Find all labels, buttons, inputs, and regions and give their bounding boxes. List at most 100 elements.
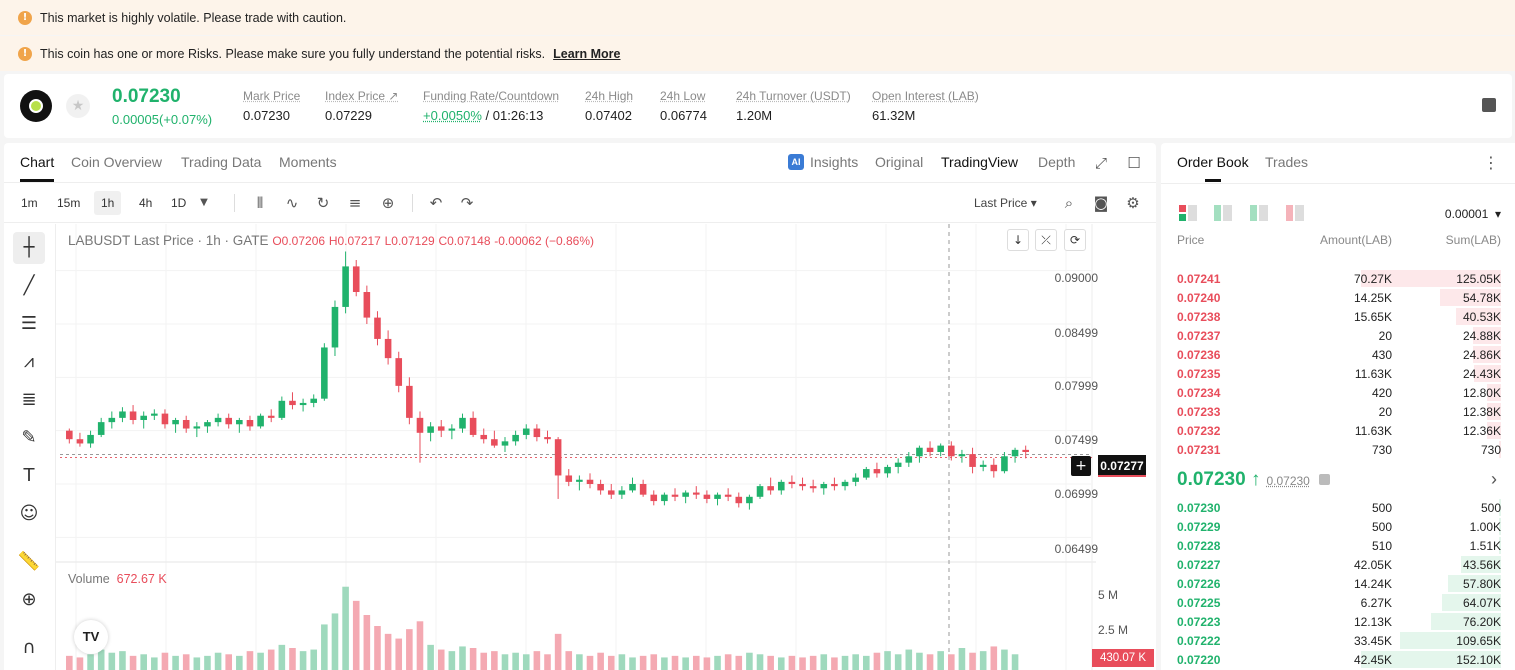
volume-bar xyxy=(437,649,445,670)
tab-trading-data[interactable]: Trading Data xyxy=(181,154,262,170)
ask-row[interactable]: 0.07241 70.27K 125.05K xyxy=(1161,269,1515,288)
bid-row[interactable]: 0.07229 500 1.00K xyxy=(1161,517,1515,536)
camera-icon[interactable]: ◙ xyxy=(1093,194,1109,212)
volatility-banner: ! This market is highly volatile. Please… xyxy=(0,0,1515,35)
ask-row[interactable]: 0.07237 20 24.88K xyxy=(1161,326,1515,345)
row-price: 0.07237 xyxy=(1177,329,1221,343)
bid-row[interactable]: 0.07225 6.27K 64.07K xyxy=(1161,593,1515,612)
tab-chart[interactable]: Chart xyxy=(12,154,62,182)
candlestick-chart[interactable] xyxy=(56,224,1156,670)
text-icon[interactable]: T xyxy=(23,465,35,486)
tab-moments[interactable]: Moments xyxy=(279,154,337,170)
redo-icon[interactable]: ↷ xyxy=(460,194,474,212)
warning-icon: ! xyxy=(18,46,32,61)
layout-both-icon[interactable] xyxy=(1179,205,1197,221)
bid-row[interactable]: 0.07223 12.13K 76.20K xyxy=(1161,612,1515,631)
shrink-icon[interactable]: ⤫ xyxy=(1035,229,1057,251)
tab-order-book[interactable]: Order Book xyxy=(1177,154,1249,182)
stat-index-price[interactable]: Index Price ↗ 0.07229 xyxy=(325,89,399,123)
tab-depth[interactable]: Depth xyxy=(1038,154,1076,170)
row-price: 0.07238 xyxy=(1177,310,1221,324)
ask-row[interactable]: 0.07236 430 24.86K xyxy=(1161,345,1515,364)
candle xyxy=(809,486,817,489)
tf-1h[interactable]: 1h xyxy=(94,191,122,215)
bid-row[interactable]: 0.07230 500 500 xyxy=(1161,498,1515,517)
tab-trades[interactable]: Trades xyxy=(1265,154,1309,170)
volume-bar xyxy=(236,655,243,670)
candle xyxy=(480,434,488,440)
order-book-panel: Order Book Trades ⋮ 0.00001 ▾ Price Amou… xyxy=(1161,143,1515,670)
tf-15m[interactable]: 15m xyxy=(57,196,81,210)
candle xyxy=(671,494,679,497)
candle xyxy=(310,398,318,403)
bid-row[interactable]: 0.07228 510 1.51K xyxy=(1161,536,1515,555)
ask-row[interactable]: 0.07233 20 12.38K xyxy=(1161,402,1515,421)
indicators-icon[interactable]: ∿ xyxy=(285,194,299,212)
chevron-down-icon[interactable]: ▼ xyxy=(200,197,208,208)
brush-icon[interactable]: ✎ xyxy=(21,427,37,448)
layout-asks-icon[interactable] xyxy=(1250,205,1268,221)
layout-sells-icon[interactable] xyxy=(1286,205,1304,221)
price-source-select[interactable]: Last Price ▾ xyxy=(974,196,1037,210)
candle xyxy=(289,400,296,406)
depth-bar xyxy=(1461,556,1501,573)
chevron-right-icon[interactable]: › xyxy=(1491,469,1497,489)
bid-row[interactable]: 0.07227 42.05K 43.56K xyxy=(1161,555,1515,574)
layout-bids-icon[interactable] xyxy=(1214,205,1232,221)
fib-icon[interactable]: ≣ xyxy=(21,389,37,410)
ask-row[interactable]: 0.07235 11.63K 24.43K xyxy=(1161,364,1515,383)
ask-row[interactable]: 0.07234 420 12.80K xyxy=(1161,383,1515,402)
maximize-icon[interactable]: ☐ xyxy=(1127,154,1141,172)
tf-4h[interactable]: 4h xyxy=(139,196,153,210)
bid-row[interactable]: 0.07220 42.45K 152.10K xyxy=(1161,650,1515,669)
volume-bar xyxy=(427,644,434,670)
reset-icon[interactable]: ⟳ xyxy=(1064,229,1086,251)
favorite-star-icon[interactable]: ★ xyxy=(66,94,90,118)
ask-row[interactable]: 0.07231 730 730 xyxy=(1161,440,1515,459)
magnet-icon[interactable]: ∩ xyxy=(22,637,36,658)
shield-icon xyxy=(1319,474,1331,486)
pattern-icon[interactable]: ⩘ xyxy=(23,351,35,372)
trendline-icon[interactable]: ╱ xyxy=(23,275,35,296)
alert-add-icon[interactable]: ⊕ xyxy=(381,194,395,212)
plus-icon[interactable]: + xyxy=(1071,456,1091,476)
precision-select[interactable]: 0.00001 ▾ xyxy=(1444,207,1501,221)
undo-icon[interactable]: ↶ xyxy=(429,194,443,212)
row-sum: 730 xyxy=(1480,443,1501,457)
zoom-icon[interactable]: ⊕ xyxy=(21,589,37,610)
collapse-legend-icon[interactable]: ↓ xyxy=(1007,229,1029,251)
ask-row[interactable]: 0.07240 14.25K 54.78K xyxy=(1161,288,1515,307)
ask-row[interactable]: 0.07232 11.63K 12.36K xyxy=(1161,421,1515,440)
volatility-text: This market is highly volatile. Please t… xyxy=(40,10,347,25)
candle xyxy=(161,413,169,425)
bid-row[interactable]: 0.07226 14.24K 57.80K xyxy=(1161,574,1515,593)
tf-1m[interactable]: 1m xyxy=(21,196,38,210)
candle-type-icon[interactable]: ⫴ xyxy=(256,194,264,212)
tab-insights[interactable]: Insights xyxy=(810,154,859,170)
replay-icon[interactable]: ↻ xyxy=(316,194,330,212)
crosshair-icon[interactable]: ┼ xyxy=(13,232,45,264)
learn-more-link[interactable]: Learn More xyxy=(553,46,621,61)
candle xyxy=(586,479,594,484)
gear-icon[interactable]: ⚙ xyxy=(1126,194,1140,212)
candle xyxy=(459,417,466,429)
book-icon[interactable] xyxy=(1482,98,1496,112)
expand-icon[interactable]: ⤢ xyxy=(1094,154,1107,172)
tf-1d[interactable]: 1D xyxy=(171,196,187,210)
horizontal-lines-icon[interactable]: ☰ xyxy=(20,313,38,334)
templates-icon[interactable]: ≡ xyxy=(348,194,362,212)
ruler-icon[interactable]: 📏 xyxy=(17,551,41,572)
volume-legend: Volume 672.67 K xyxy=(68,572,167,586)
tab-original[interactable]: Original xyxy=(875,154,924,170)
bid-row[interactable]: 0.07222 33.45K 109.65K xyxy=(1161,631,1515,650)
row-price: 0.07226 xyxy=(1177,577,1221,591)
ask-row[interactable]: 0.07238 15.65K 40.53K xyxy=(1161,307,1515,326)
depth-bar xyxy=(1499,441,1501,458)
volume-bar xyxy=(97,649,105,670)
more-icon[interactable]: ⋮ xyxy=(1483,153,1499,172)
emoji-icon[interactable]: ☺ xyxy=(19,503,39,524)
tab-tradingview[interactable]: TradingView xyxy=(941,154,1019,170)
tab-coin-overview[interactable]: Coin Overview xyxy=(71,154,163,170)
search-icon[interactable]: ⌕ xyxy=(1064,194,1074,212)
depth-bar xyxy=(1487,403,1501,420)
